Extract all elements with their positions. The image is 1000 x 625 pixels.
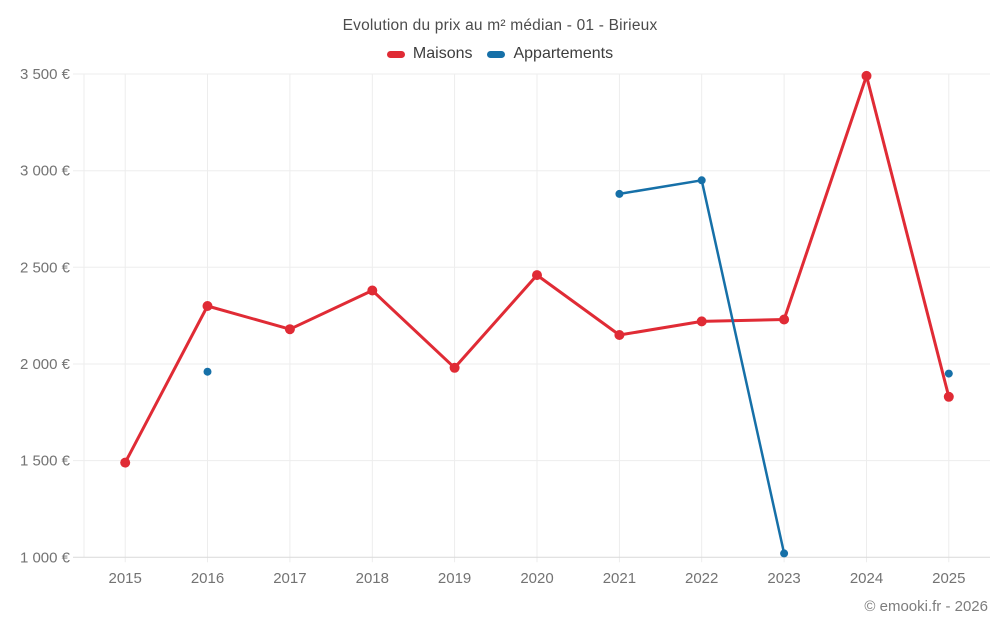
appartements-point-2021[interactable] — [615, 189, 624, 198]
x-axis-tick-label: 2022 — [685, 570, 718, 587]
appartements-swatch-icon — [487, 50, 506, 58]
x-axis-tick-label: 2021 — [603, 570, 636, 587]
maisons-point-2015[interactable] — [120, 457, 131, 468]
appartements-point-2016[interactable] — [203, 367, 212, 376]
appartements-point-2023[interactable] — [780, 549, 789, 558]
chart-title: Evolution du prix au m² médian - 01 - Bi… — [342, 17, 658, 34]
chart-legend: Maisons Appartements — [0, 44, 1000, 64]
y-axis-tick-label: 2 000 € — [20, 356, 71, 373]
x-axis-tick-label: 2016 — [191, 570, 224, 587]
y-axis-tick-label: 1 500 € — [20, 453, 71, 470]
maisons-point-2021[interactable] — [614, 330, 625, 340]
maisons-point-2025[interactable] — [943, 391, 954, 402]
maisons-point-2020[interactable] — [532, 270, 542, 281]
copyright-credit: © emooki.fr - 2026 — [864, 598, 988, 615]
y-axis-tick-label: 2 500 € — [20, 259, 71, 276]
y-axis-tick-label: 1 000 € — [20, 549, 71, 566]
legend-item-appartements[interactable]: Appartements — [487, 45, 613, 63]
x-axis-tick-label: 2025 — [932, 570, 965, 587]
maisons-point-2023[interactable] — [779, 314, 790, 325]
appartements-point-2025[interactable] — [944, 369, 953, 378]
legend-item-maisons[interactable]: Maisons — [386, 45, 473, 63]
x-axis-tick-label: 2024 — [850, 570, 883, 587]
maisons-point-2017[interactable] — [284, 324, 295, 335]
x-axis-tick-label: 2019 — [438, 570, 471, 587]
legend-label-appartements: Appartements — [513, 45, 614, 62]
x-axis-tick-label: 2017 — [273, 570, 306, 587]
maisons-point-2016[interactable] — [202, 301, 213, 311]
y-axis-tick-label: 3 000 € — [20, 163, 71, 180]
maisons-swatch-icon — [386, 50, 405, 58]
maisons-point-2022[interactable] — [696, 316, 707, 327]
x-axis-tick-label: 2020 — [520, 570, 553, 587]
legend-label-maisons: Maisons — [412, 45, 473, 62]
maisons-point-2018[interactable] — [367, 285, 378, 296]
maisons-point-2024[interactable] — [861, 70, 872, 81]
maisons-point-2019[interactable] — [449, 362, 460, 373]
appartements-point-2022[interactable] — [697, 176, 706, 185]
x-axis-tick-label: 2023 — [767, 570, 800, 587]
y-axis-tick-label: 3 500 € — [20, 66, 71, 83]
x-axis-tick-label: 2018 — [356, 570, 389, 587]
x-axis-tick-label: 2015 — [109, 570, 142, 587]
